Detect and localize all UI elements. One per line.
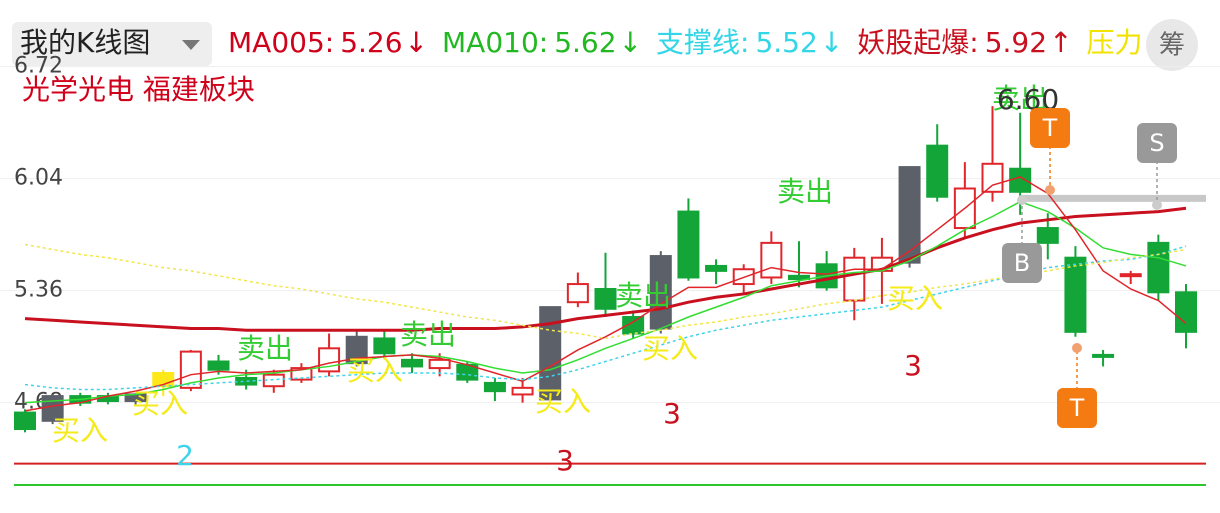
ma-line xyxy=(24,200,1187,404)
legend-value: 5.26 xyxy=(340,26,402,59)
candle-body xyxy=(1064,256,1087,333)
button-label[interactable]: 筹 xyxy=(1159,31,1185,61)
candle-body xyxy=(566,283,589,304)
candle-body xyxy=(1147,241,1170,294)
annotation: 买入 xyxy=(535,385,591,418)
badge-dot xyxy=(1072,343,1082,353)
legend-name: MA005: xyxy=(228,26,334,59)
badge xyxy=(1137,123,1177,163)
candle-body xyxy=(677,210,700,279)
annotation: 买入 xyxy=(347,354,403,387)
badge-dot xyxy=(1017,195,1027,205)
candle-body xyxy=(843,256,866,302)
annotation: 3 xyxy=(556,444,574,477)
legend-name: 压力 xyxy=(1087,26,1143,59)
candle-body xyxy=(1009,167,1032,193)
badge-label: T xyxy=(1042,114,1058,142)
badge-label: S xyxy=(1149,129,1164,157)
annotation: 3 xyxy=(663,397,681,430)
dropdown-arrow xyxy=(182,40,200,50)
candle-body xyxy=(179,350,202,389)
candle-body xyxy=(345,335,368,365)
legend-name: 妖股起爆: xyxy=(857,26,978,59)
candle-body xyxy=(373,337,396,355)
legend-value: 5.92 xyxy=(985,26,1047,59)
candle-body xyxy=(262,373,285,388)
annotation: 卖出 xyxy=(237,332,293,365)
annotation: 卖出 xyxy=(400,318,456,351)
badge xyxy=(1030,108,1070,148)
y-tick-label: 6.72 xyxy=(14,54,63,79)
candle-body xyxy=(428,358,451,370)
ma-line xyxy=(24,206,1187,332)
ma-line xyxy=(24,245,1187,391)
candle-body xyxy=(1119,273,1142,278)
legend-arrow: ↓ xyxy=(619,26,642,59)
legend-arrow: ↓ xyxy=(820,26,843,59)
y-tick-label: 5.36 xyxy=(14,278,63,303)
candle-body xyxy=(539,306,562,401)
candle-body xyxy=(981,162,1004,193)
candle-body xyxy=(1175,291,1197,333)
badge-label: T xyxy=(1069,394,1085,422)
legend-arrow: ↓ xyxy=(405,26,428,59)
ma-line xyxy=(24,176,1187,412)
title-box[interactable] xyxy=(12,22,212,66)
candle-body xyxy=(705,264,728,272)
button[interactable] xyxy=(1146,19,1198,71)
ma-line xyxy=(24,243,1187,340)
candle-body xyxy=(483,381,506,393)
badge-dot xyxy=(1152,200,1162,210)
candle-body xyxy=(1036,227,1059,244)
annotation: 买入 xyxy=(52,414,108,447)
annotation: 卖出 xyxy=(777,175,833,208)
annotation: 买入 xyxy=(887,282,943,315)
legend-arrow: ↑ xyxy=(1049,26,1072,59)
candle-body xyxy=(207,360,230,371)
annotation: 3 xyxy=(904,349,922,382)
candle-body xyxy=(401,358,423,368)
legend-name: MA010: xyxy=(442,26,548,59)
candle-body xyxy=(14,411,36,431)
chart-title[interactable]: 我的K线图 xyxy=(20,26,150,59)
legend-value: 5.52 xyxy=(755,26,817,59)
annotation: 买入 xyxy=(132,387,188,420)
badge xyxy=(1002,243,1042,283)
badge-label: B xyxy=(1014,249,1030,277)
legend-value: 5.62 xyxy=(554,26,616,59)
badge-dot xyxy=(1045,185,1055,195)
candle-body xyxy=(511,386,534,396)
y-tick-label: 6.04 xyxy=(14,166,63,191)
badge xyxy=(1057,388,1097,428)
candle-body xyxy=(732,268,755,286)
legend-name: 支撑线: xyxy=(656,26,749,59)
candle-body xyxy=(622,316,645,335)
candle-body xyxy=(788,274,810,281)
candle-body xyxy=(290,367,313,381)
candle-body xyxy=(760,241,783,279)
candle-body xyxy=(594,288,617,310)
candle-body xyxy=(898,166,921,264)
annotation: 买入 xyxy=(642,332,698,365)
annotation: 卖出 xyxy=(615,279,671,312)
candle-body xyxy=(926,144,949,198)
subtitle: 光学光电 福建板块 xyxy=(22,73,255,106)
candle-body xyxy=(1092,353,1115,358)
annotation: 2 xyxy=(176,439,194,472)
